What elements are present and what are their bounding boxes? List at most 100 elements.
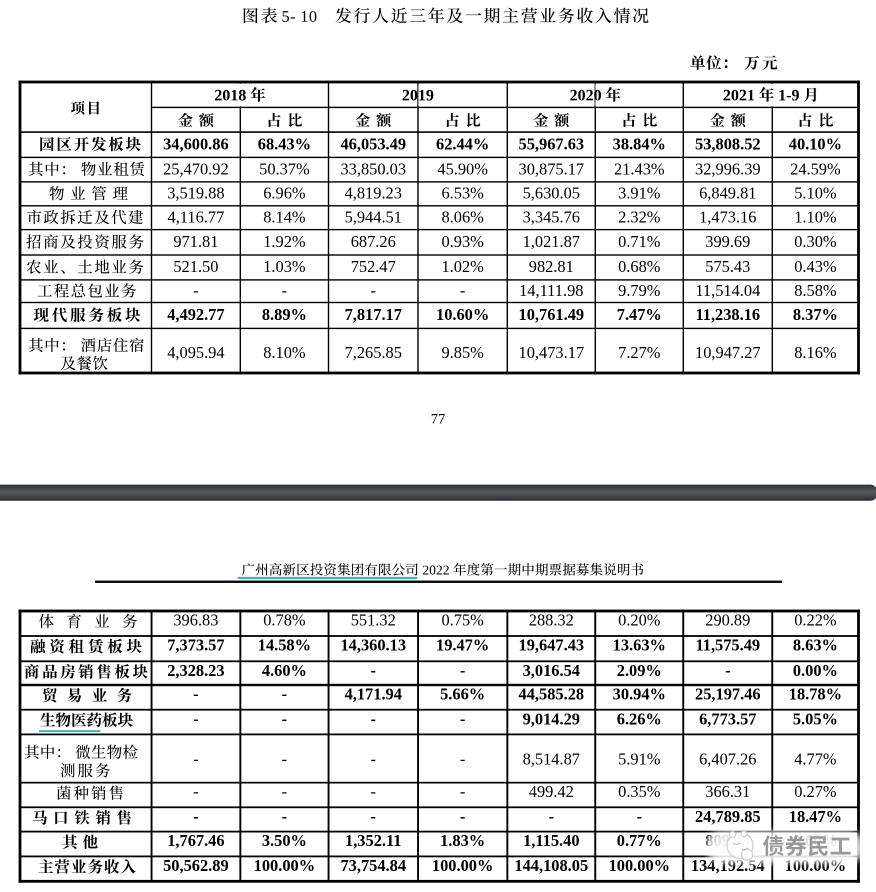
svg-text:24.59%: 24.59% (790, 159, 841, 178)
svg-text:4,492.77: 4,492.77 (167, 305, 224, 324)
svg-text:62.44%: 62.44% (436, 134, 489, 153)
svg-text:14,360.13: 14,360.13 (340, 636, 406, 655)
svg-text:8.06%: 8.06% (441, 207, 484, 226)
svg-text:-: - (282, 782, 287, 801)
svg-text:5.10%: 5.10% (794, 183, 837, 202)
svg-text:10.60%: 10.60% (436, 305, 489, 324)
svg-text:4.77%: 4.77% (794, 750, 837, 769)
svg-text:8.58%: 8.58% (794, 281, 837, 300)
svg-text:2.09%: 2.09% (617, 661, 662, 680)
svg-text:8.14%: 8.14% (263, 207, 306, 226)
svg-text:46,053.49: 46,053.49 (340, 134, 406, 153)
svg-text:752.47: 752.47 (351, 257, 396, 276)
svg-text:-: - (371, 782, 376, 801)
svg-text:6.26%: 6.26% (617, 709, 662, 728)
svg-text:10,761.49: 10,761.49 (519, 305, 585, 324)
svg-text:687.26: 687.26 (351, 232, 396, 251)
svg-text:10,473.17: 10,473.17 (519, 343, 585, 362)
svg-text:3.91%: 3.91% (618, 183, 661, 202)
svg-text:11,575.49: 11,575.49 (695, 636, 760, 655)
svg-text:3,345.76: 3,345.76 (523, 207, 580, 226)
svg-text:4,819.23: 4,819.23 (345, 183, 402, 202)
svg-text:8.16%: 8.16% (794, 343, 837, 362)
svg-text:-: - (460, 709, 465, 728)
svg-text:1,473.16: 1,473.16 (699, 207, 756, 226)
svg-text:21.43%: 21.43% (614, 159, 665, 178)
svg-text:8.10%: 8.10% (263, 343, 306, 362)
svg-text:100.00%: 100.00% (432, 856, 493, 875)
svg-text:25,197.46: 25,197.46 (695, 685, 761, 704)
svg-text:2,328.23: 2,328.23 (167, 661, 224, 680)
svg-text:73,754.84: 73,754.84 (340, 856, 406, 875)
svg-text:1.83%: 1.83% (440, 831, 485, 850)
svg-text:1.03%: 1.03% (263, 257, 306, 276)
svg-text:971.81: 971.81 (173, 232, 218, 251)
svg-text:3,519.88: 3,519.88 (167, 183, 224, 202)
svg-text:290.89: 290.89 (705, 611, 750, 630)
svg-text:1,115.40: 1,115.40 (523, 831, 579, 850)
svg-text:288.32: 288.32 (529, 611, 574, 630)
svg-text:0.30%: 0.30% (794, 232, 837, 251)
svg-text:14.58%: 14.58% (258, 636, 311, 655)
svg-text:0.71%: 0.71% (618, 232, 661, 251)
svg-text:7.47%: 7.47% (617, 305, 662, 324)
svg-text:100.00%: 100.00% (609, 856, 670, 875)
svg-text:8.63%: 8.63% (793, 636, 838, 655)
svg-text:982.81: 982.81 (529, 257, 574, 276)
svg-text:68.43%: 68.43% (258, 134, 311, 153)
svg-text:5.66%: 5.66% (440, 685, 485, 704)
svg-text:0.78%: 0.78% (263, 611, 306, 630)
svg-text:9.85%: 9.85% (441, 343, 484, 362)
svg-text:44,585.28: 44,585.28 (519, 685, 585, 704)
svg-text:53,808.52: 53,808.52 (695, 134, 761, 153)
svg-text:25,470.92: 25,470.92 (163, 159, 229, 178)
svg-text:0.75%: 0.75% (441, 611, 484, 630)
svg-text:50,562.89: 50,562.89 (163, 856, 229, 875)
svg-text:55,967.63: 55,967.63 (519, 134, 585, 153)
svg-text:-: - (193, 281, 198, 300)
svg-text:-: - (193, 685, 198, 704)
svg-text:30,875.17: 30,875.17 (519, 159, 585, 178)
svg-text:5,630.05: 5,630.05 (523, 183, 580, 202)
svg-text:34,600.86: 34,600.86 (163, 134, 229, 153)
svg-text:-: - (549, 807, 554, 826)
svg-text:-: - (637, 807, 642, 826)
svg-text:0.43%: 0.43% (794, 257, 837, 276)
svg-text:-: - (460, 782, 465, 801)
svg-text:-: - (371, 807, 376, 826)
svg-text:396.83: 396.83 (173, 611, 218, 630)
svg-text:0.27%: 0.27% (794, 782, 837, 801)
svg-text:-: - (282, 807, 287, 826)
svg-text:4,116.77: 4,116.77 (168, 207, 225, 226)
svg-text:-: - (282, 709, 287, 728)
svg-text:18.78%: 18.78% (789, 685, 842, 704)
svg-text:5,944.51: 5,944.51 (345, 207, 402, 226)
svg-text:6,773.57: 6,773.57 (699, 709, 756, 728)
svg-text:1.10%: 1.10% (794, 207, 837, 226)
svg-text:9.79%: 9.79% (618, 281, 661, 300)
svg-text:19,647.43: 19,647.43 (519, 636, 585, 655)
svg-text:-: - (371, 661, 376, 680)
svg-text:6,849.81: 6,849.81 (699, 183, 756, 202)
svg-text:-: - (193, 750, 198, 769)
svg-text:8,514.87: 8,514.87 (523, 750, 580, 769)
svg-text:-: - (460, 281, 465, 300)
svg-text:499.42: 499.42 (529, 782, 574, 801)
svg-text:8.37%: 8.37% (793, 305, 838, 324)
svg-text:1,767.46: 1,767.46 (167, 831, 224, 850)
svg-text:575.43: 575.43 (705, 257, 750, 276)
svg-text:30.94%: 30.94% (613, 685, 666, 704)
svg-text:3.50%: 3.50% (262, 831, 307, 850)
svg-text:-: - (193, 782, 198, 801)
svg-text:40.10%: 40.10% (789, 134, 842, 153)
svg-text:11,514.04: 11,514.04 (695, 281, 760, 300)
svg-text:0.68%: 0.68% (618, 257, 661, 276)
svg-text:-: - (371, 750, 376, 769)
svg-text:24,789.85: 24,789.85 (695, 807, 761, 826)
svg-text:11,238.16: 11,238.16 (695, 305, 760, 324)
svg-text:50.37%: 50.37% (259, 159, 310, 178)
svg-text:399.69: 399.69 (705, 232, 750, 251)
svg-text:144,108.05: 144,108.05 (514, 856, 588, 875)
svg-text:13.63%: 13.63% (613, 636, 666, 655)
svg-text:-: - (193, 709, 198, 728)
